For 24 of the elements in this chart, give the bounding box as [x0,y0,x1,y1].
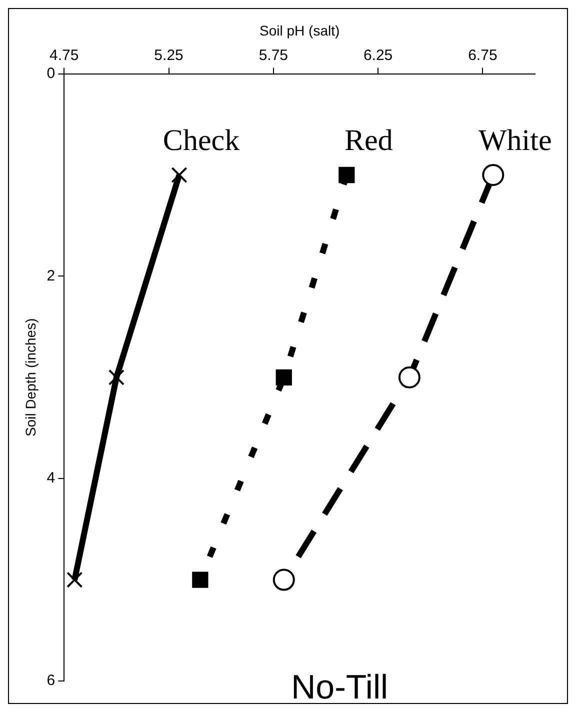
y-axis-title: Soil Depth (inches) [22,318,38,437]
x-tick-label: 4.75 [50,46,79,64]
x-tick-label: 6.25 [363,46,393,64]
series-label: Red [344,124,393,157]
point [171,166,188,184]
point [108,369,125,386]
series-label: White [478,124,552,157]
x-tick-label: 5.25 [154,46,184,64]
point [66,572,83,588]
x-tick-label: 6.75 [468,46,498,64]
point [272,568,295,591]
annotation: No-Till [291,668,388,706]
y-tick-label: 6 [46,672,56,690]
point [192,572,208,588]
point [276,369,292,386]
point [482,164,504,186]
x-axis-title: Soil pH (salt) [260,22,340,38]
point [338,166,355,184]
x-tick-label: 5.75 [258,46,288,64]
y-tick-label: 0 [46,64,56,82]
series-label: Check [162,124,240,157]
point [398,366,420,388]
y-tick-label: 2 [46,267,56,284]
y-tick-label: 4 [46,470,56,487]
